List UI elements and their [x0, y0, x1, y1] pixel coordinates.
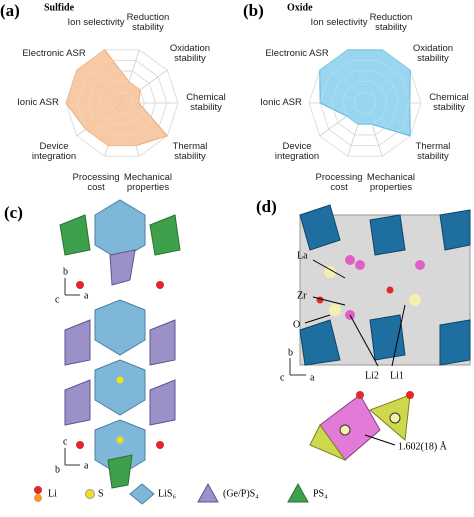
atom-label: Li2 [365, 370, 379, 381]
axis-label: a [310, 372, 315, 383]
category-label: Processing cost [72, 171, 120, 193]
structure-d [289, 204, 471, 462]
category-label: Oxidation stability [412, 42, 454, 64]
grid-ring-overlay [99, 81, 145, 125]
panel-label: (d) [256, 197, 277, 216]
atom-label: Li1 [390, 370, 404, 381]
radar-area [65, 49, 169, 147]
category-label: Chemical stability [186, 92, 226, 113]
panel-label: (a) [0, 1, 20, 20]
atom-label: O [293, 319, 300, 330]
legend-label: S [98, 488, 104, 499]
grid-ring-overlay [319, 60, 411, 146]
category-label: Mechanical properties [366, 171, 415, 193]
grid-ring-overlay [342, 81, 388, 125]
axis-label: c [63, 436, 68, 447]
category-label: Ionic ASR [260, 97, 302, 108]
category-label: Device integration [31, 141, 77, 163]
legend-label: LiS₆ [158, 488, 176, 499]
axis-label: a [84, 460, 89, 471]
legend-icons [34, 482, 309, 505]
axis-label: c [280, 372, 285, 383]
structure-c [59, 199, 181, 489]
category-label: Mechanical properties [123, 171, 172, 193]
legend-label: Li [48, 488, 57, 499]
category-label: Device integration [274, 141, 320, 163]
panel-label: (c) [4, 203, 23, 222]
category-label: Ion selectivity [67, 17, 125, 29]
bond-label: 1.602(18) Å [398, 440, 448, 452]
category-label: Oxidation stability [169, 42, 211, 64]
category-label: Processing cost [315, 171, 363, 193]
category-label: Ionic ASR [17, 97, 59, 108]
category-label: Ion selectivity [310, 17, 368, 29]
radar-area [319, 49, 411, 137]
atom-label: La [297, 250, 308, 261]
category-label: Reduction stability [126, 12, 170, 34]
axis-label: b [63, 266, 68, 277]
grid-ring-overlay [353, 92, 377, 114]
category-label: Electronic ASR [22, 47, 86, 59]
legend-label: (Ge/P)S₄ [223, 488, 259, 499]
atom-label: Zr [297, 290, 307, 301]
axis-label: b [55, 464, 60, 475]
grid-ring-overlay [76, 60, 168, 146]
axis-label: b [288, 347, 293, 358]
grid-ring-overlay [65, 49, 179, 157]
category-label: Thermal stability [172, 141, 208, 163]
axis-label: a [84, 290, 89, 301]
category-label: Reduction stability [369, 12, 413, 34]
legend-label: PS₄ [313, 488, 328, 499]
grid-ring-overlay [331, 70, 399, 136]
chart-title: Oxide [287, 2, 313, 13]
grid-ring-overlay [308, 49, 422, 157]
axis-label: c [55, 294, 60, 305]
chart-title: Sulfide [44, 2, 75, 13]
grid-ring-overlay [88, 70, 156, 136]
category-label: Chemical stability [429, 92, 469, 113]
category-label: Electronic ASR [265, 47, 329, 59]
grid-ring-overlay [110, 92, 134, 114]
panel-label: (b) [243, 1, 264, 20]
category-label: Thermal stability [415, 141, 451, 163]
